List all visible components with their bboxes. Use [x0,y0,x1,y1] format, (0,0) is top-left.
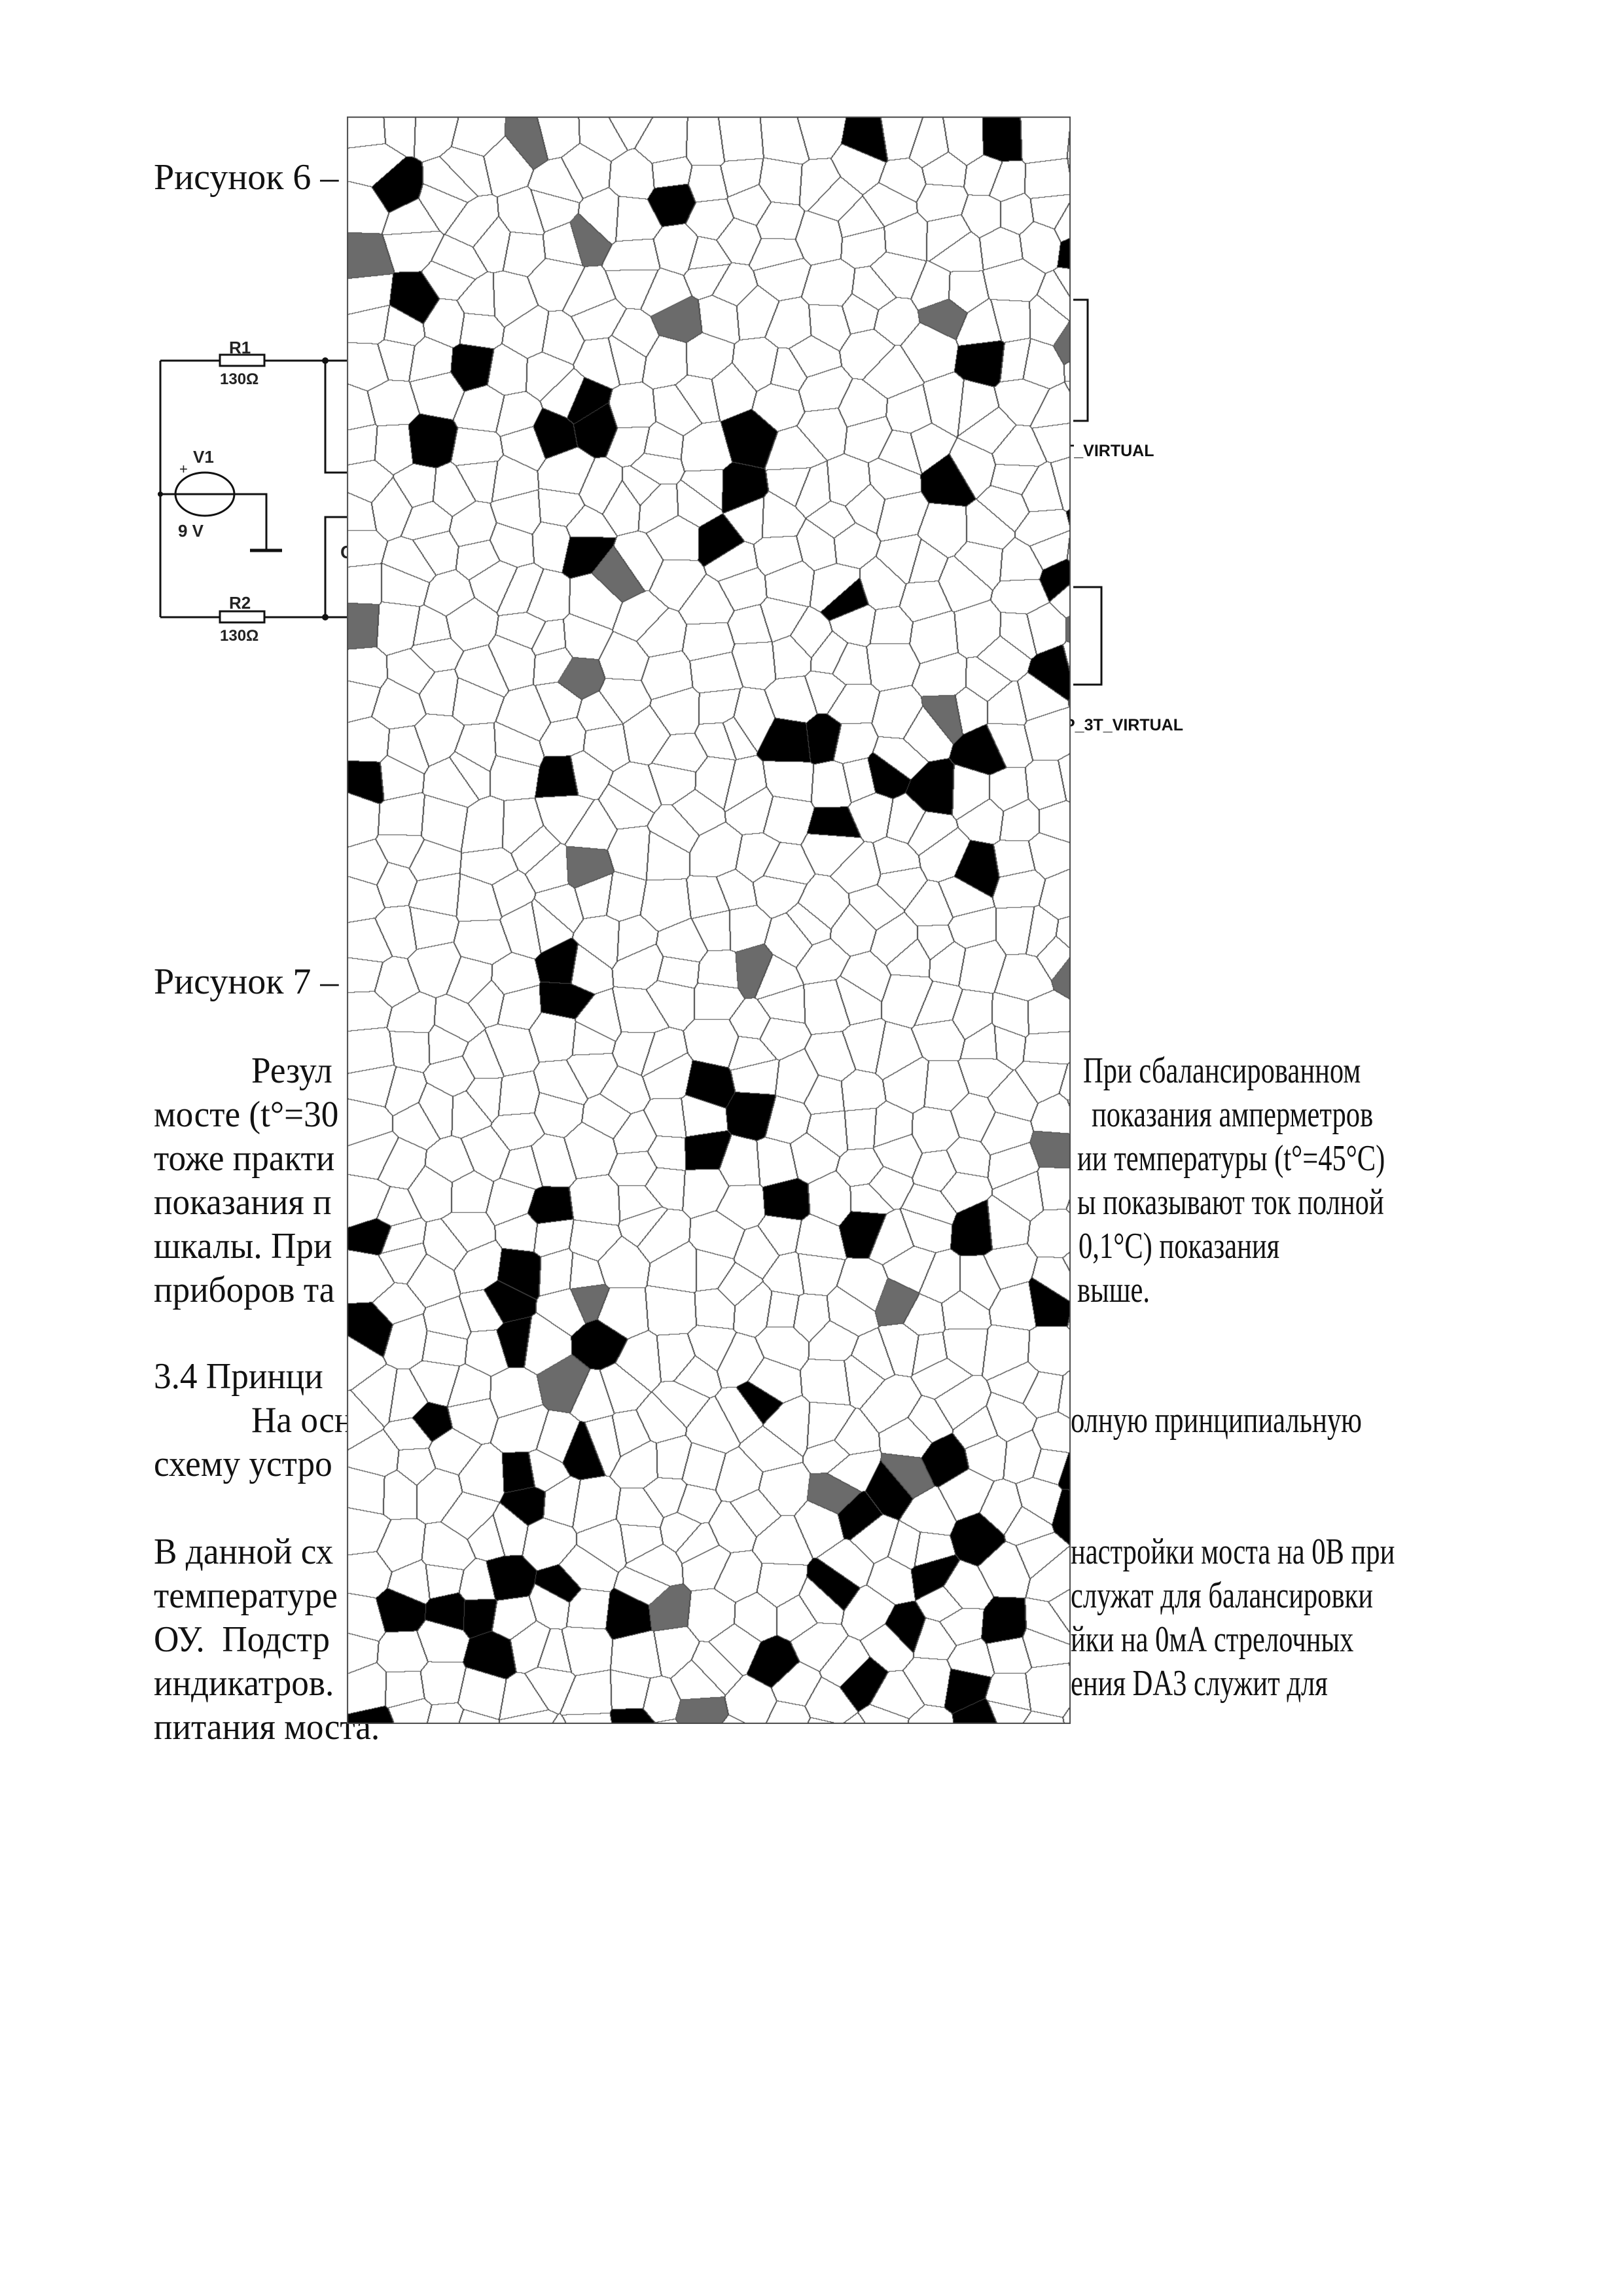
r2-value: 130Ω [220,627,259,645]
text-line: показания амперметров [1092,1094,1374,1135]
text-line: служат для балансировки [1071,1575,1373,1616]
text-line: тоже практи [154,1138,335,1179]
wire-junction-top [324,361,347,474]
wire-source [160,493,268,550]
r2-label: R2 [229,593,251,613]
junction-dot [322,357,329,364]
resistor-r1 [219,353,266,367]
text-line: 0,1°C) показания [1079,1226,1280,1266]
mosaic-overlay [347,117,1071,1724]
r1-value: 130Ω [220,370,259,388]
text-line: ОУ. Подстр [154,1619,330,1660]
text-line: питания моста. [154,1707,380,1748]
bridge-circuit-diagram [158,298,1103,686]
text-line: Резул [251,1050,332,1091]
v1-value: 9 V [178,521,204,541]
text-line: индикатров. [154,1663,334,1704]
text-line: ения DA3 служит для [1071,1663,1328,1704]
text-line: схему устро [154,1444,332,1484]
v1-plus: + [179,461,188,477]
text-line: шкалы. При [154,1226,332,1266]
text-line: выше. [1077,1270,1150,1310]
text-line: показания п [154,1182,332,1223]
probe-bracket-2 [1073,586,1103,686]
text-line: йки на 0мА стрелочных [1071,1619,1354,1660]
junction-dot [322,614,329,620]
r1-label: R1 [229,338,251,357]
text-line: ы показывают ток полной [1077,1182,1384,1223]
text-line: При сбалансированном [1083,1050,1361,1091]
v1-label: V1 [193,447,214,467]
figure-6-caption: Рисунок 6 – [154,157,339,198]
text-line: мосте (t°=30 [154,1094,339,1135]
resistor-r2 [219,610,266,624]
wire-junction-bottom [324,516,347,617]
probe-bracket-1 [1073,298,1089,422]
text-line: В данной сх [154,1532,334,1572]
text-line: температуре [154,1575,338,1616]
probe-label-1: T_VIRTUAL [1064,442,1154,460]
text-line: олную принципиальную [1071,1400,1362,1441]
text-line: На осн [251,1400,353,1441]
probe-label-2: P_3T_VIRTUAL [1064,716,1183,734]
text-line: приборов та [154,1270,335,1310]
text-line: настройки моста на 0В при [1071,1532,1395,1572]
section-heading: 3.4 Принци [154,1356,323,1397]
figure-7-caption: Рисунок 7 – [154,961,339,1002]
junction-dot [158,492,163,497]
text-line: ии температуры (t°=45°C) [1077,1138,1385,1179]
